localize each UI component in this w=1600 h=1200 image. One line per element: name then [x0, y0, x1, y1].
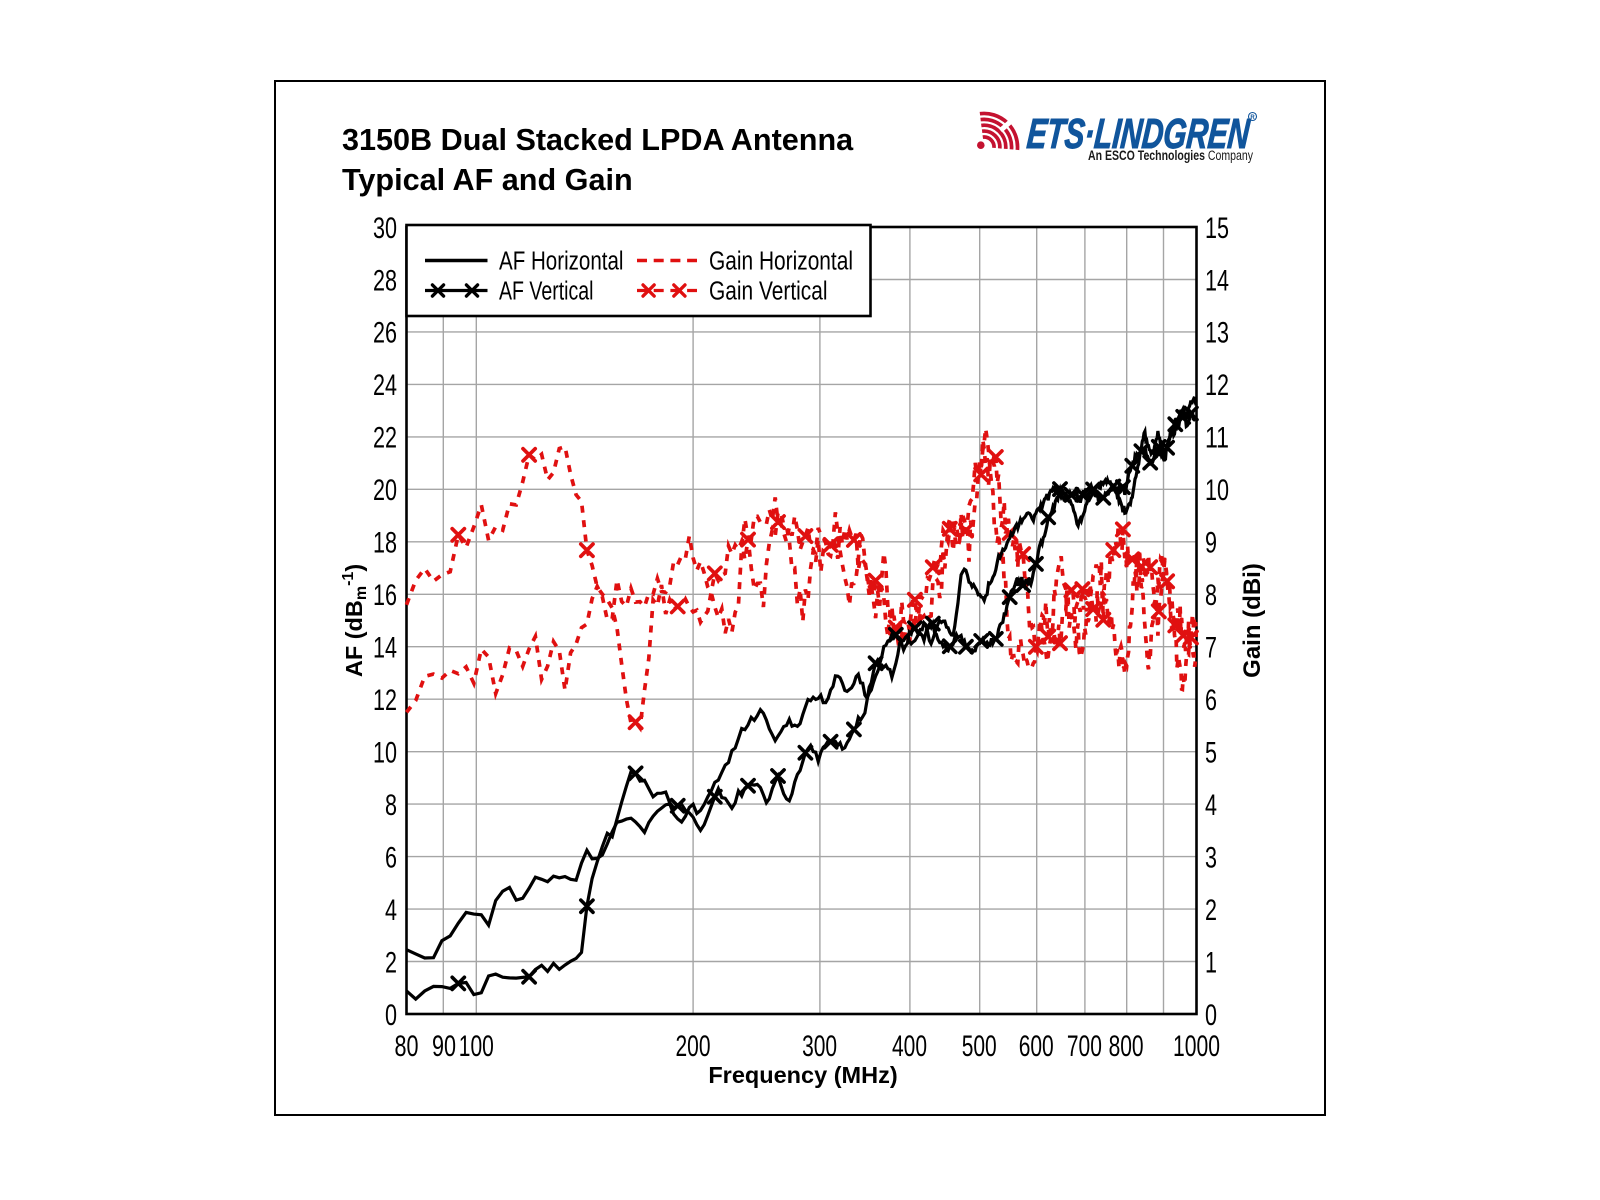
svg-text:12: 12	[373, 684, 397, 717]
svg-text:14: 14	[373, 632, 397, 665]
svg-text:4: 4	[1205, 789, 1217, 822]
svg-text:22: 22	[373, 422, 397, 455]
svg-text:700: 700	[1067, 1030, 1102, 1063]
svg-text:8: 8	[385, 789, 397, 822]
svg-text:800: 800	[1109, 1030, 1144, 1063]
svg-text:30: 30	[373, 212, 397, 245]
svg-text:15: 15	[1205, 212, 1229, 245]
svg-text:Gain Vertical: Gain Vertical	[709, 278, 828, 306]
svg-text:AF Horizontal: AF Horizontal	[499, 248, 624, 276]
svg-text:2: 2	[385, 946, 397, 979]
svg-text:7: 7	[1205, 632, 1217, 665]
svg-text:16: 16	[373, 579, 397, 612]
svg-text:Gain (dBi): Gain (dBi)	[1239, 563, 1266, 678]
svg-text:1000: 1000	[1173, 1030, 1220, 1063]
svg-text:12: 12	[1205, 369, 1229, 402]
svg-text:100: 100	[459, 1030, 494, 1063]
svg-text:600: 600	[1019, 1030, 1054, 1063]
svg-text:80: 80	[395, 1030, 419, 1063]
svg-text:0: 0	[1205, 999, 1217, 1032]
svg-text:10: 10	[373, 737, 397, 770]
svg-text:18: 18	[373, 527, 397, 560]
svg-text:13: 13	[1205, 317, 1229, 350]
svg-text:ETS·LINDGREN: ETS·LINDGREN	[1025, 110, 1252, 157]
svg-text:1: 1	[1205, 946, 1217, 979]
svg-text:90: 90	[432, 1030, 456, 1063]
svg-text:9: 9	[1205, 527, 1217, 560]
svg-text:An ESCO Technologies Company: An ESCO Technologies Company	[1088, 148, 1253, 163]
svg-text:24: 24	[373, 369, 397, 402]
svg-text:6: 6	[1205, 684, 1217, 717]
svg-text:AF Vertical: AF Vertical	[499, 278, 594, 306]
svg-text:26: 26	[373, 317, 397, 350]
svg-text:6: 6	[385, 841, 397, 874]
svg-text:300: 300	[802, 1030, 837, 1063]
svg-text:28: 28	[373, 264, 397, 297]
svg-text:8: 8	[1205, 579, 1217, 612]
svg-text:500: 500	[962, 1030, 997, 1063]
svg-text:10: 10	[1205, 474, 1229, 507]
svg-text:11: 11	[1205, 422, 1229, 455]
svg-text:200: 200	[676, 1030, 711, 1063]
svg-text:0: 0	[385, 999, 397, 1032]
svg-text:2: 2	[1205, 894, 1217, 927]
svg-text:3150B Dual Stacked LPDA Antenn: 3150B Dual Stacked LPDA Antenna	[342, 123, 854, 157]
svg-text:14: 14	[1205, 264, 1229, 297]
svg-text:Typical AF and Gain: Typical AF and Gain	[342, 163, 633, 197]
svg-text:Frequency (MHz): Frequency (MHz)	[708, 1062, 897, 1088]
svg-text:Gain Horizontal: Gain Horizontal	[709, 248, 853, 276]
svg-text:5: 5	[1205, 737, 1217, 770]
svg-text:R: R	[1250, 115, 1255, 121]
svg-text:400: 400	[892, 1030, 927, 1063]
svg-text:3: 3	[1205, 841, 1217, 874]
svg-text:20: 20	[373, 474, 397, 507]
svg-text:4: 4	[385, 894, 397, 927]
